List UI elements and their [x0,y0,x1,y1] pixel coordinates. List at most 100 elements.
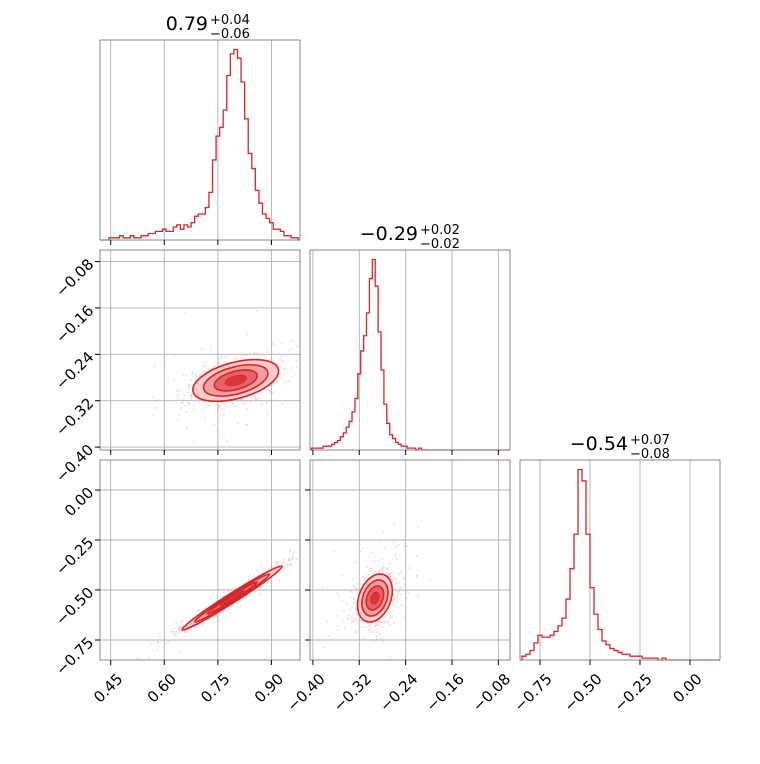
sample-point [264,567,267,570]
sample-point [184,312,187,315]
sample-point [378,623,381,626]
y-tick-label: 0.00 [61,484,97,520]
sample-point [387,568,390,571]
sample-point [355,561,358,564]
sample-point [352,578,354,581]
sample-point [362,546,365,549]
sample-point [374,621,377,624]
sample-point [364,572,367,575]
sample-point [292,553,294,555]
sample-point [381,570,383,573]
sample-point [290,558,293,561]
sample-point [187,383,190,386]
sample-point [197,399,200,401]
sample-point [242,402,245,405]
sample-point [349,590,352,592]
sample-point [391,599,394,602]
sample-point [172,627,175,630]
sample-point [301,350,303,352]
sample-point [393,522,396,525]
sample-point [282,565,285,568]
sample-point [280,360,283,362]
sample-point [178,650,181,653]
title-plus-error: +0.02 [420,223,460,238]
y-tick-label: −0.32 [52,394,97,439]
sample-point [403,544,406,547]
sample-point [188,386,191,389]
sample-point [357,629,360,632]
sample-point [378,568,381,571]
sample-point [228,609,230,611]
panel-title-2: −0.54 +0.07−0.08 [570,433,670,462]
sample-point [359,582,361,585]
sample-point [234,405,237,407]
sample-point [216,410,219,413]
sample-point [356,611,359,614]
panel-frame [309,249,511,451]
sample-point [368,629,371,632]
sample-point [153,365,156,368]
sample-point [190,397,192,400]
sample-point [394,604,397,607]
sample-point [397,543,400,546]
sample-point [200,624,203,627]
sample-point [255,353,258,356]
sample-point [363,576,366,579]
sample-point [362,637,365,640]
sample-point [351,519,353,521]
title-median: −0.29 [360,223,418,245]
sample-point [391,578,394,581]
y-tick-label: −0.50 [52,584,97,629]
sample-point [396,596,398,599]
scatter-inner [321,522,432,659]
sample-point [282,367,285,370]
sample-point [271,383,274,385]
sample-point [183,635,186,638]
sample-point [186,374,189,377]
sample-point [289,369,292,372]
sample-point [398,573,401,576]
sample-point [353,611,356,614]
sample-point [399,572,402,574]
sample-point [202,607,205,610]
sample-point [376,638,378,640]
sample-point [326,535,328,537]
sample-point [176,399,179,402]
x-tick-label: −0.50 [561,670,606,715]
sample-point [376,622,379,625]
panel-frame [519,459,721,661]
sample-point [185,411,188,414]
sample-point [225,353,228,356]
sample-point [344,626,347,629]
sample-point [376,513,378,515]
sample-point [382,562,385,565]
sample-point [196,609,199,611]
sample-point [189,378,192,381]
sample-point [385,566,388,569]
sample-point [385,568,388,571]
sample-point [403,589,406,592]
sample-point [190,391,193,393]
sample-point [369,631,372,634]
sample-point [175,395,178,398]
sample-point [392,609,395,612]
sample-point [337,595,340,597]
sample-point [152,414,155,417]
title-minus-error: −0.06 [210,27,250,42]
sample-point [290,340,293,342]
sample-point [283,558,286,561]
sample-point [306,557,308,559]
sample-point [303,552,305,554]
sample-point [379,638,382,640]
sample-point [221,611,224,613]
sample-point [406,545,409,548]
sample-point [214,614,217,617]
sample-point [178,631,180,634]
sample-point [399,593,402,596]
sample-point [165,642,168,644]
title-minus-error: −0.08 [630,447,670,462]
sample-point [220,355,223,358]
sample-point [290,347,293,350]
sample-point [245,354,248,357]
sample-point [252,574,255,577]
